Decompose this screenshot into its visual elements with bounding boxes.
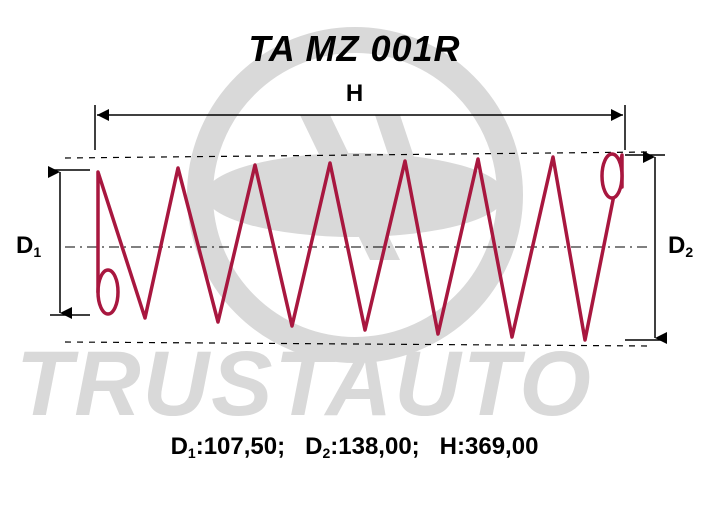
spec-D2-label: D bbox=[305, 433, 322, 460]
label-D2: D2 bbox=[668, 232, 693, 260]
dimension-H bbox=[95, 105, 625, 150]
spec-D1-label: D bbox=[171, 433, 188, 460]
label-D1: D1 bbox=[16, 232, 41, 260]
diagram-container: TRUSTAUTO TA MZ 001R bbox=[0, 0, 709, 506]
spec-D1-sub: 1 bbox=[188, 445, 196, 461]
label-H: H bbox=[0, 80, 709, 108]
label-H-text: H bbox=[346, 80, 363, 107]
spec-H-label: H bbox=[440, 433, 457, 460]
label-D1-sub: 1 bbox=[33, 244, 41, 260]
spec-D2-sub: 2 bbox=[322, 445, 330, 461]
spec-H-value: :369,00 bbox=[457, 433, 538, 460]
spec-line: D1:107,50; D2:138,00; H:369,00 bbox=[0, 433, 709, 461]
spring-extent-dashes bbox=[65, 152, 650, 346]
label-D2-main: D bbox=[668, 232, 685, 259]
dimension-D1 bbox=[50, 170, 90, 315]
spec-D1-value: :107,50; bbox=[196, 433, 285, 460]
label-D2-sub: 2 bbox=[685, 244, 693, 260]
label-D1-main: D bbox=[16, 232, 33, 259]
spec-D2-value: :138,00; bbox=[330, 433, 419, 460]
spring-diagram bbox=[0, 0, 709, 506]
